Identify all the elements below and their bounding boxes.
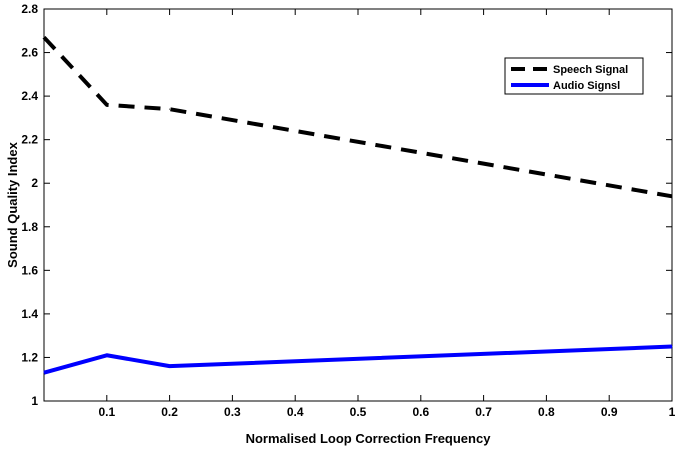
y-tick-label: 1.6	[21, 263, 38, 277]
x-tick-label: 0.6	[412, 405, 429, 419]
data-point	[43, 372, 45, 374]
data-point	[43, 36, 45, 38]
y-axis-label: Sound Quality Index	[5, 141, 20, 267]
x-tick-label: 0.9	[601, 405, 618, 419]
series-group	[42, 35, 673, 375]
y-tick-label: 1	[31, 394, 38, 408]
legend-label: Speech Signal	[553, 64, 628, 76]
x-tick-label: 0.1	[98, 405, 115, 419]
x-tick-label: 0.8	[538, 405, 555, 419]
y-tick-label: 2.2	[21, 133, 38, 147]
y-tick-label: 2	[31, 176, 38, 190]
y-tick-label: 1.8	[21, 220, 38, 234]
x-tick-label: 0.5	[350, 405, 367, 419]
y-tick-label: 2.4	[21, 89, 38, 103]
data-point	[169, 365, 171, 367]
y-tick-label: 1.4	[21, 307, 38, 321]
y-tick-label: 1.2	[21, 350, 38, 364]
legend-label: Audio Signsl	[553, 80, 620, 92]
x-tick-label: 0.7	[475, 405, 492, 419]
x-tick-label: 0.2	[161, 405, 178, 419]
y-tick-label: 2.6	[21, 46, 38, 60]
x-tick-label: 0.3	[224, 405, 241, 419]
x-tick-label: 1	[669, 405, 676, 419]
x-axis-label: Normalised Loop Correction Frequency	[246, 431, 492, 446]
axes-group: 1 1.2 1.4 1.6 1.8 2 2.2 2.4 2.6 2.8 0.1 0.2 0.3 0.4 0.…	[5, 2, 676, 446]
data-point	[106, 104, 108, 106]
legend-box	[504, 57, 644, 95]
data-point	[671, 195, 673, 197]
series-line-audio	[43, 344, 673, 375]
legend-group: Speech Signal Audio Signsl	[504, 57, 644, 95]
x-tick-label: 0.4	[287, 405, 304, 419]
data-point	[671, 346, 673, 348]
data-point	[169, 108, 171, 110]
data-point	[106, 354, 108, 356]
y-tick-label: 2.8	[21, 2, 38, 16]
